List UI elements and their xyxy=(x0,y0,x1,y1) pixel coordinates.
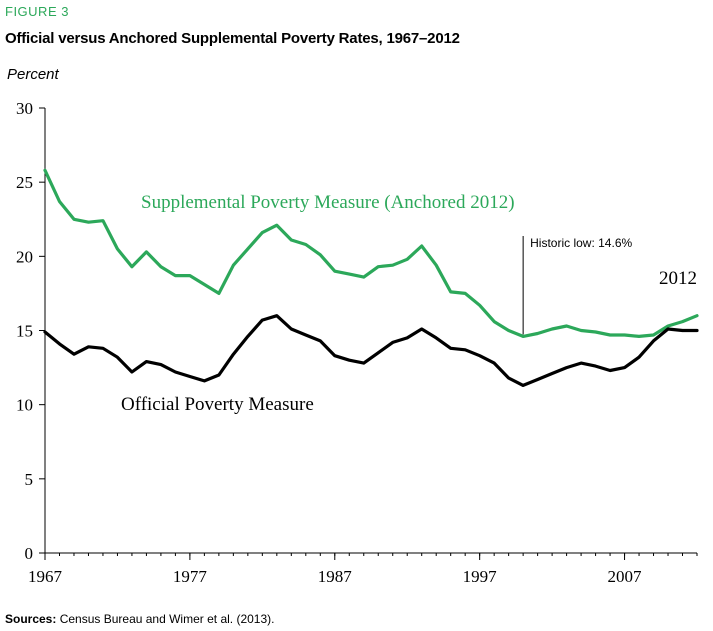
x-tick-label: 2007 xyxy=(608,567,643,586)
y-axis-label: Percent xyxy=(7,66,59,83)
y-tick-label: 15 xyxy=(16,322,33,341)
poverty-rate-chart: 0 5 10 15 20 25 30 1967 1977 1987 1997 2007 Supplem… xyxy=(16,99,699,586)
y-tick-label: 5 xyxy=(25,470,34,489)
y-tick-label: 25 xyxy=(16,173,33,192)
sources-text: Census Bureau and Wimer et al. (2013). xyxy=(59,612,275,626)
y-tick-label: 10 xyxy=(16,396,33,415)
x-tick-label: 1987 xyxy=(318,567,353,586)
official-series-line xyxy=(43,314,699,387)
sources-label: Sources: xyxy=(5,612,57,626)
official-series-label: Official Poverty Measure xyxy=(121,394,314,415)
chart-series xyxy=(43,168,699,387)
chart-labels: Supplemental Poverty Measure (Anchored 2… xyxy=(121,192,697,415)
year-2012-label: 2012 xyxy=(659,268,697,289)
chart-axes: 0 5 10 15 20 25 30 1967 1977 1987 1997 2007 xyxy=(16,99,698,586)
chart-title: Official versus Anchored Supplemental Po… xyxy=(5,30,460,47)
figure-label: FIGURE 3 xyxy=(5,4,69,19)
sources-note: Sources: Census Bureau and Wimer et al. … xyxy=(5,612,274,626)
supplemental-series-label: Supplemental Poverty Measure (Anchored 2… xyxy=(141,192,515,213)
x-tick-label: 1977 xyxy=(173,567,208,586)
y-tick-label: 0 xyxy=(25,544,34,563)
historic-low-annotation: Historic low: 14.6% xyxy=(530,236,632,250)
supplemental-series-line xyxy=(43,168,699,338)
y-tick-label: 30 xyxy=(16,99,33,118)
y-tick-label: 20 xyxy=(16,247,33,266)
x-tick-label: 1997 xyxy=(463,567,498,586)
x-tick-label: 1967 xyxy=(28,567,63,586)
